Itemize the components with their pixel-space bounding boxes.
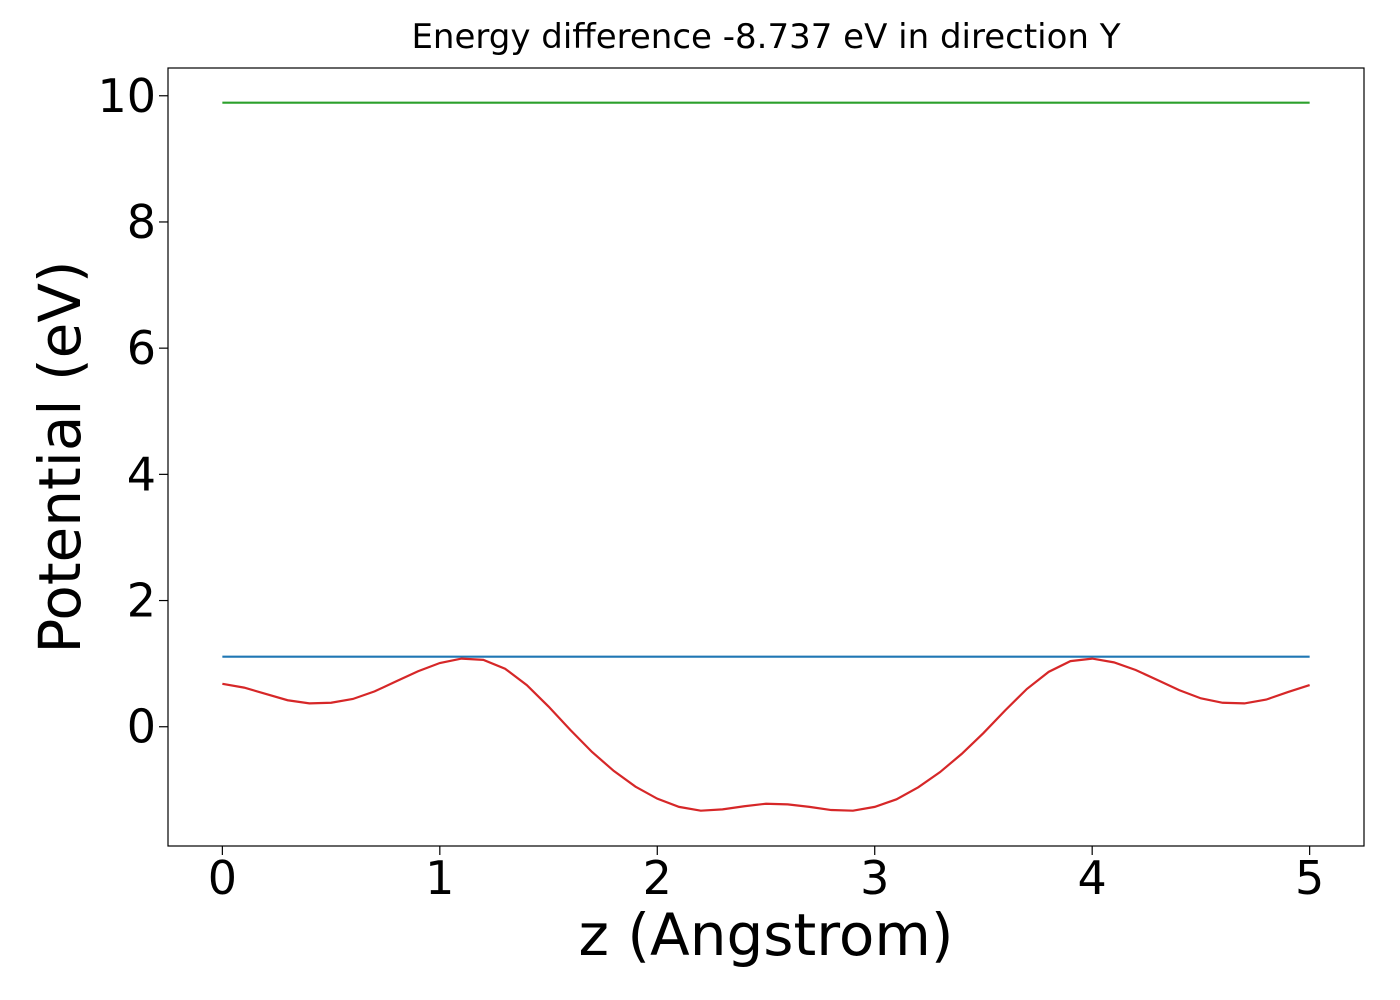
plot-area <box>222 101 1310 812</box>
chart-title: Energy difference -8.737 eV in direction… <box>411 17 1120 57</box>
y-axis-label: Potential (eV) <box>26 260 94 653</box>
line-series <box>222 657 1310 812</box>
axes-frame <box>167 67 1365 847</box>
x-tick-label: 3 <box>860 851 889 905</box>
x-tick-label: 2 <box>643 851 672 905</box>
x-axis-label: z (Angstrom) <box>579 901 954 969</box>
y-tick-label: 0 <box>127 700 156 754</box>
y-tick-label: 2 <box>127 574 156 628</box>
y-tick-label: 10 <box>97 69 156 123</box>
x-tick-label: 1 <box>425 851 454 905</box>
y-tick-label: 6 <box>127 321 156 375</box>
x-tick-label: 4 <box>1078 851 1107 905</box>
x-tick-label: 0 <box>208 851 237 905</box>
y-tick-label: 4 <box>127 447 156 501</box>
x-tick-label: 5 <box>1295 851 1324 905</box>
y-tick-label: 8 <box>127 195 156 249</box>
